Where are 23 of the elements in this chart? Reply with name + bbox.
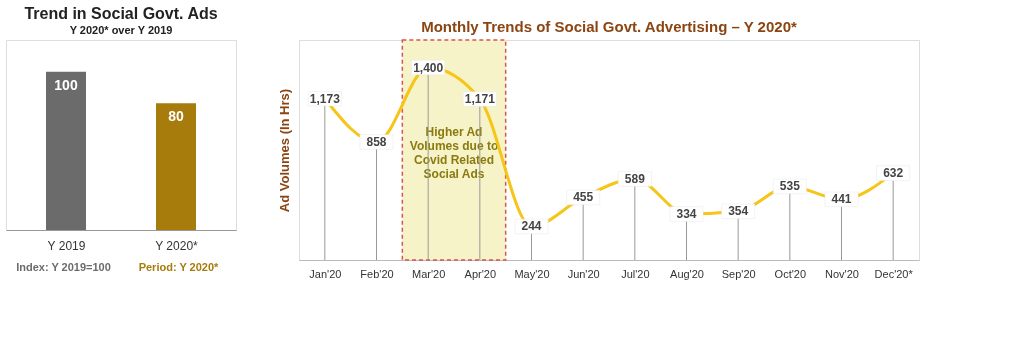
chart-title: Monthly Trends of Social Govt. Advertising – Y 2020* — [421, 18, 797, 36]
x-tick-label: Feb'20 — [360, 267, 394, 280]
x-tick-label: Jul'20 — [621, 267, 650, 280]
data-label: 100 — [54, 76, 78, 93]
x-tick-label: May'20 — [514, 267, 550, 280]
x-tick-label: Nov'20 — [825, 267, 859, 280]
x-tick-label: Y 2019 — [47, 238, 86, 253]
x-tick-label: Mar'20 — [412, 267, 446, 280]
x-tick-label: Y 2020* — [155, 238, 199, 253]
data-label: 80 — [168, 108, 184, 125]
x-tick-label: Jan'20 — [309, 267, 342, 280]
band-label: Higher Ad Volumes due to Covid Related Social Ads — [409, 125, 499, 182]
chart-title: Trend in Social Govt. Ads — [24, 5, 218, 22]
x-tick-label: Sep'20 — [721, 267, 756, 280]
x-tick-label: Jun'20 — [567, 267, 600, 280]
y-axis-title: Ad Volumes (In Hrs) — [276, 88, 292, 213]
x-tick-label: Dec'20* — [874, 267, 914, 280]
x-tick-label: Aug'20 — [670, 267, 704, 280]
chart-subtitle: Y 2020* over Y 2019 — [69, 24, 173, 36]
text: Index: Y 2019=100 — [16, 261, 111, 273]
text: Period: Y 2020* — [138, 261, 220, 273]
x-tick-label: Oct'20 — [774, 267, 807, 280]
x-tick-label: Apr'20 — [464, 267, 497, 280]
